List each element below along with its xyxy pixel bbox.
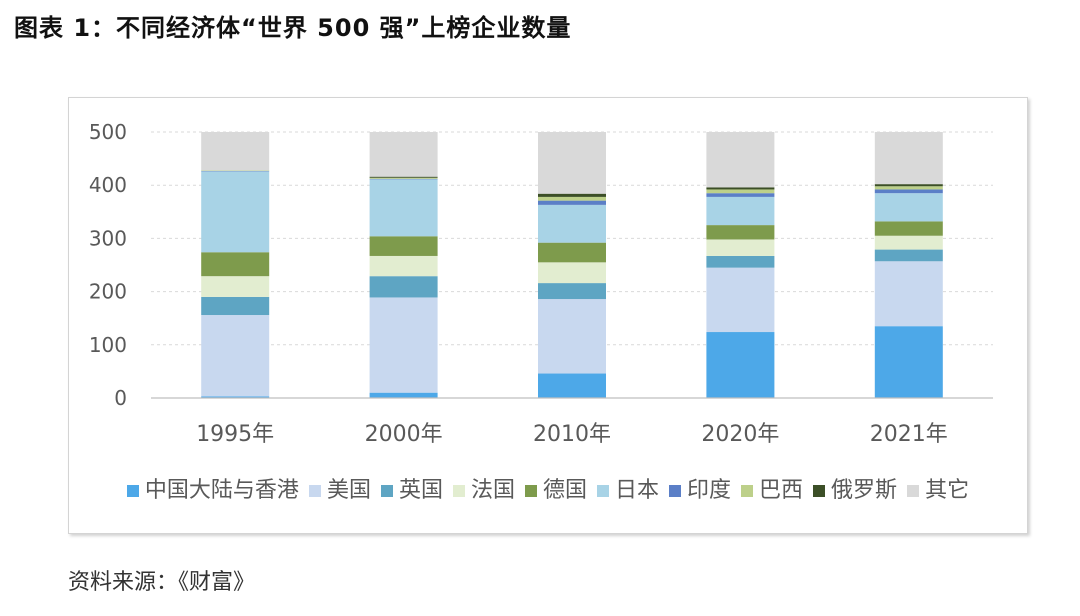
legend-label: 俄罗斯 (831, 478, 898, 503)
legend-label: 日本 (615, 478, 660, 503)
bar-segment-3-series-9 (706, 132, 775, 188)
bar-segment-3-series-8 (706, 187, 775, 190)
bar-segment-1-series-7 (369, 177, 438, 179)
legend-item: 其它 (907, 479, 969, 503)
legend-label: 中国大陆与香港 (144, 478, 299, 503)
bar-segment-0-series-0 (201, 396, 270, 398)
bar-segment-4-series-5 (874, 193, 943, 222)
bar-segment-1-series-2 (369, 276, 438, 298)
bar-segment-4-series-7 (874, 186, 943, 190)
y-tick-label: 100 (89, 333, 127, 357)
chart-frame: 0 100 200 300 400 500 1995年 2000年 2010年 2020年 202… (68, 97, 1028, 534)
legend-label: 印度 (687, 478, 732, 503)
y-tick-label: 400 (89, 173, 127, 197)
figure-title: 图表 1：不同经济体“世界 500 强”上榜企业数量 (14, 14, 572, 42)
legend-item: 俄罗斯 (813, 479, 897, 503)
legend-swatch (452, 485, 465, 497)
bar-segment-2-series-1 (538, 299, 606, 374)
legend-swatch (380, 485, 393, 497)
legend-swatch (597, 485, 609, 497)
bar-segment-0-series-7 (201, 170, 270, 171)
legend-label: 德国 (542, 478, 587, 503)
x-tick-label: 2021年 (870, 422, 948, 447)
bar-segment-3-series-4 (706, 225, 775, 240)
x-axis-labels: 1995年 2000年 2010年 2020年 2021年 (196, 422, 948, 447)
legend-swatch (126, 485, 139, 497)
bar-segment-3-series-5 (706, 196, 775, 226)
y-axis-labels: 0 100 200 300 400 500 (89, 120, 127, 410)
bar-segment-4-series-9 (874, 132, 943, 185)
legend-item: 巴西 (741, 479, 803, 503)
bar-segment-4-series-3 (874, 235, 943, 250)
source-note: 资料来源：《财富》 (68, 570, 256, 595)
bar-segment-1-series-3 (369, 255, 438, 277)
legend-label: 美国 (326, 478, 371, 503)
bar-segment-2-series-8 (538, 193, 606, 197)
bar-segment-1-series-6 (369, 178, 438, 180)
bar-segment-4-series-2 (874, 249, 943, 262)
bar-segment-0-series-9 (201, 132, 270, 171)
x-tick-label: 2020年 (701, 422, 779, 447)
bar-segment-4-series-4 (874, 221, 943, 236)
legend-swatch (308, 485, 321, 497)
y-tick-label: 500 (89, 120, 127, 144)
bar-segment-0-series-1 (201, 315, 270, 397)
bar-segment-0-series-5 (201, 171, 270, 253)
legend-item: 德国 (524, 478, 587, 503)
bar-segment-2-series-0 (538, 373, 606, 398)
bar-segment-4-series-1 (874, 261, 943, 327)
bar-segment-0-series-3 (201, 276, 270, 297)
legend-item: 英国 (380, 478, 443, 503)
bar-segment-1-series-1 (369, 297, 438, 393)
y-tick-label: 300 (89, 226, 127, 250)
bar-segment-1-series-8 (369, 176, 438, 178)
bar-segment-1-series-5 (369, 179, 438, 237)
legend-label: 巴西 (759, 478, 804, 503)
bar-segment-2-series-9 (538, 132, 606, 194)
bar-segment-4-series-8 (874, 184, 943, 187)
legend-item: 日本 (597, 479, 659, 503)
x-tick-label: 1995年 (196, 422, 274, 447)
x-tick-label: 2000年 (365, 422, 443, 447)
legend-item: 印度 (669, 479, 731, 503)
y-tick-label: 200 (89, 280, 127, 304)
x-tick-label: 2010年 (533, 422, 611, 447)
legend-swatch (741, 485, 754, 497)
bar-segment-2-series-2 (538, 283, 606, 300)
legend-swatch (813, 485, 826, 497)
bar-segment-0-series-4 (201, 252, 270, 277)
bar-segment-3-series-2 (706, 255, 775, 268)
legend-item: 中国大陆与香港 (126, 478, 299, 503)
bar-segment-1-series-0 (369, 392, 438, 398)
bars (201, 132, 943, 398)
legend-swatch (907, 485, 920, 497)
bar-segment-0-series-2 (201, 296, 270, 316)
bar-segment-4-series-6 (874, 189, 943, 194)
legend-swatch (669, 485, 682, 497)
bar-segment-2-series-5 (538, 204, 606, 243)
bar-segment-3-series-0 (706, 332, 775, 398)
bar-segment-3-series-1 (706, 267, 775, 333)
legend-item: 法国 (452, 478, 515, 503)
legend-swatch (524, 485, 537, 497)
bar-segment-2-series-7 (538, 196, 606, 201)
stacked-bar-chart: 0 100 200 300 400 500 1995年 2000年 2010年 2020年 202… (89, 120, 993, 447)
bar-segment-4-series-0 (874, 326, 943, 398)
bar-segment-0-series-6 (201, 170, 270, 172)
bar-segment-2-series-3 (538, 262, 606, 284)
bar-segment-2-series-4 (538, 242, 606, 263)
y-tick-label: 0 (114, 386, 127, 410)
legend-item: 美国 (308, 478, 371, 503)
legend-label: 其它 (925, 478, 970, 503)
bar-segment-3-series-6 (706, 193, 775, 197)
bar-segment-3-series-7 (706, 189, 775, 194)
bar-segment-1-series-4 (369, 236, 438, 256)
legend: 中国大陆与香港 美国 英国 法国 德国 日本 印度 巴西 俄罗斯 其它 (69, 479, 1027, 503)
bar-segment-3-series-3 (706, 239, 775, 256)
bar-segment-2-series-6 (538, 200, 606, 205)
legend-label: 法国 (470, 478, 515, 503)
bar-segment-1-series-9 (369, 132, 438, 177)
legend-label: 英国 (398, 478, 443, 503)
